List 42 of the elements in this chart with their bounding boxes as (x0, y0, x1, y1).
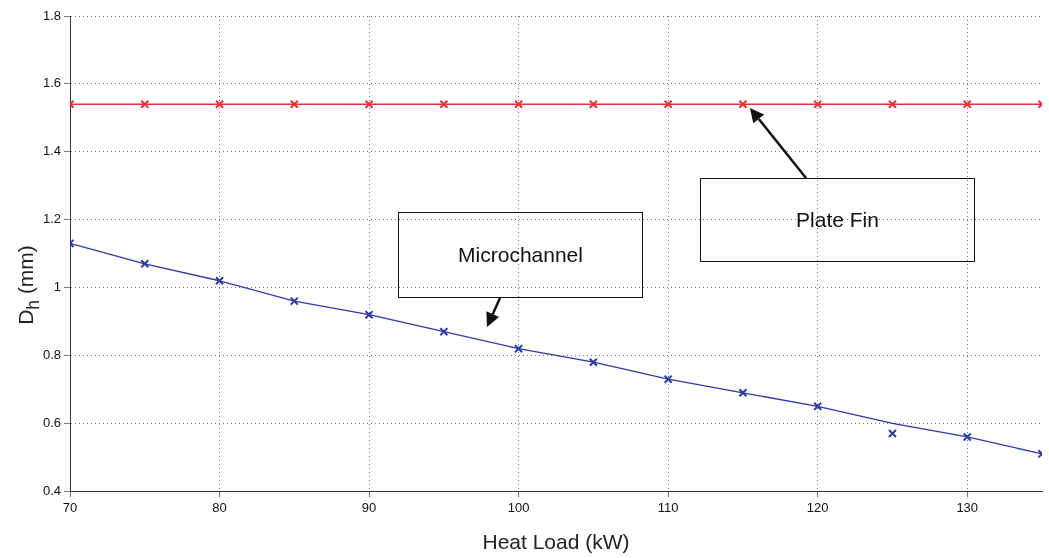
point (588, 357, 598, 367)
x-tick-label: 130 (956, 499, 979, 515)
point (738, 388, 748, 398)
point (962, 432, 972, 442)
point (813, 99, 823, 109)
y-tick-label: 1 (53, 279, 61, 295)
y-tick-label: 0.8 (42, 347, 61, 363)
annotation: Microchannel (398, 212, 643, 298)
point (588, 99, 598, 109)
point (887, 428, 897, 439)
x-tick-label: 90 (361, 499, 377, 515)
point (439, 99, 449, 109)
point (887, 99, 897, 109)
point (215, 99, 225, 109)
y-tick-label: 1.8 (42, 7, 61, 23)
point (140, 99, 150, 109)
annotation: Plate Fin (700, 178, 975, 262)
point (364, 99, 374, 109)
point (813, 401, 823, 411)
y-tick-label: 1.2 (42, 211, 61, 227)
x-tick-label: 80 (212, 499, 227, 515)
point (738, 99, 748, 109)
point (514, 99, 524, 109)
point (364, 310, 374, 320)
x-tick-label: 100 (507, 499, 530, 515)
x-axis-title: Heat Load (kW) (482, 530, 630, 554)
point (289, 296, 299, 306)
y-tick-label: 1.4 (42, 143, 61, 159)
x-tick-label: 120 (806, 499, 829, 515)
y-tick-label: 0.4 (42, 482, 61, 498)
point (663, 374, 673, 384)
x-tick-label: 110 (657, 499, 679, 515)
point (962, 99, 972, 109)
point (514, 344, 524, 354)
y-tick-label: 0.6 (42, 414, 61, 430)
point (289, 99, 299, 109)
y-tick-label: 1.6 (42, 75, 61, 91)
point (215, 276, 225, 286)
x-tick-label: 70 (62, 499, 78, 515)
point (140, 259, 150, 269)
point (663, 99, 673, 109)
point (439, 327, 449, 337)
